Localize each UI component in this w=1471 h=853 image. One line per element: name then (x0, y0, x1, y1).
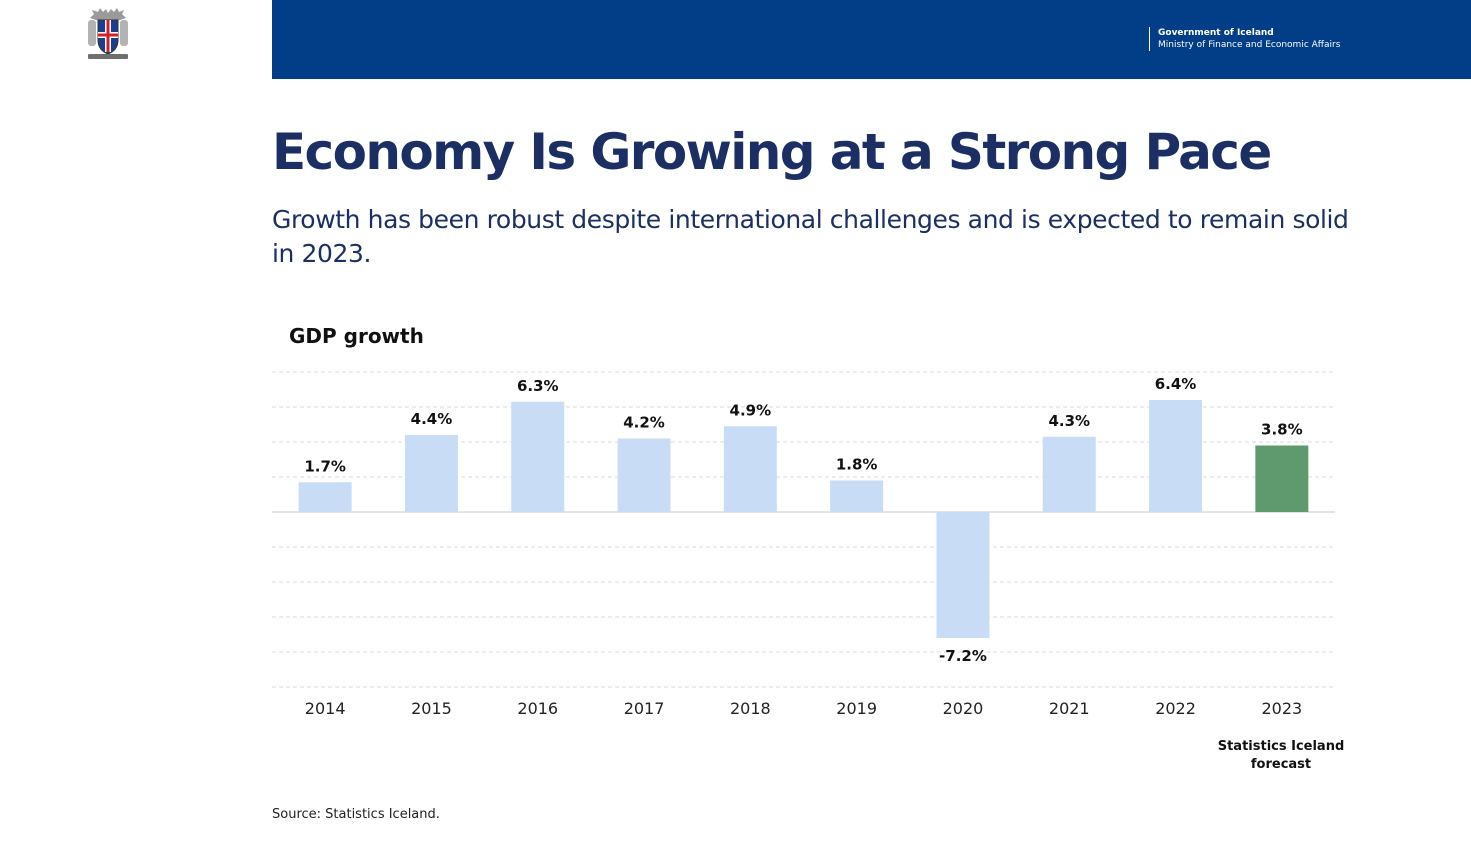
data-label-2021: 4.3% (1048, 412, 1090, 430)
data-label-2019: 1.8% (836, 456, 878, 474)
slide-subtitle: Growth has been robust despite internati… (272, 205, 1349, 268)
bar-2023 (1255, 445, 1309, 512)
data-label-2020: -7.2% (939, 647, 987, 665)
bar-2016 (511, 401, 565, 512)
government-logo: Government of Iceland Ministry of Financ… (1149, 27, 1340, 51)
data-label-2015: 4.4% (411, 410, 453, 428)
ministry-name: Ministry of Finance and Economic Affairs (1158, 40, 1341, 50)
source-note: Source: Statistics Iceland. (272, 807, 440, 822)
icelandic-coat-of-arms-icon (84, 8, 132, 62)
bar-2014 (298, 482, 352, 512)
x-tick-label-2022: 2022 (1155, 699, 1196, 718)
data-label-2018: 4.9% (730, 401, 772, 419)
chart-title: GDP growth (289, 324, 424, 348)
bar-2019 (830, 480, 884, 512)
x-tick-label-2020: 2020 (943, 699, 984, 718)
x-tick-label-2016: 2016 (517, 699, 558, 718)
bar-2017 (617, 438, 671, 512)
x-tick-label-2018: 2018 (730, 699, 771, 718)
data-label-2017: 4.2% (623, 414, 665, 432)
data-label-2022: 6.4% (1155, 375, 1197, 393)
x-tick-label-2015: 2015 (411, 699, 452, 718)
bar-2022 (1149, 400, 1203, 512)
bar-2020 (936, 512, 990, 638)
org-name: Government of Iceland (1158, 28, 1274, 38)
x-tick-label-2023: 2023 (1261, 699, 1302, 718)
x-tick-label-2017: 2017 (624, 699, 665, 718)
data-label-2014: 1.7% (304, 457, 346, 475)
slide-title: Economy Is Growing at a Strong Pace (272, 123, 1272, 181)
bar-2018 (723, 426, 777, 512)
forecast-note: Statistics Iceland forecast (1217, 739, 1345, 772)
bar-2015 (404, 435, 458, 512)
bar-2021 (1042, 436, 1096, 512)
data-label-2023: 3.8% (1261, 421, 1303, 439)
header-bar: Government of Iceland Ministry of Financ… (272, 0, 1471, 79)
x-tick-label-2019: 2019 (836, 699, 877, 718)
x-tick-label-2021: 2021 (1049, 699, 1090, 718)
data-label-2016: 6.3% (517, 377, 559, 395)
x-tick-label-2014: 2014 (305, 699, 346, 718)
